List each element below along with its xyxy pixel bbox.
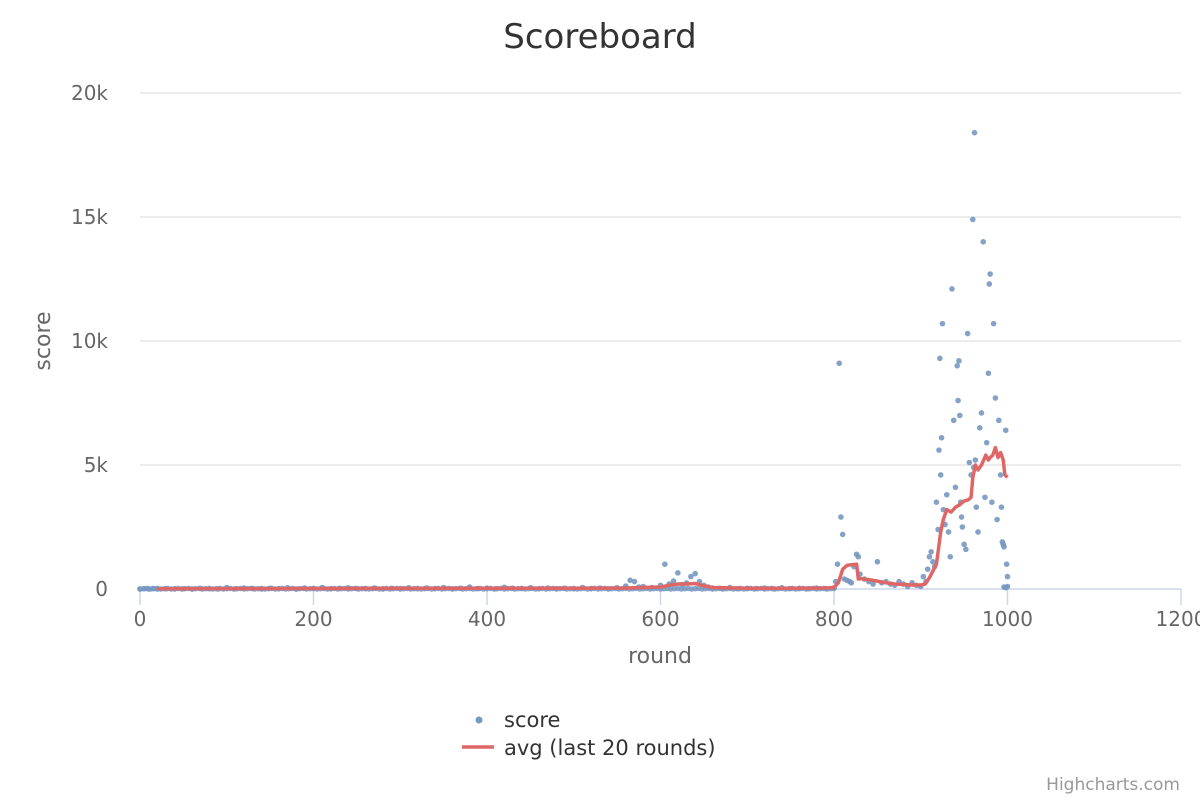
- score-point[interactable]: [937, 472, 944, 478]
- score-point[interactable]: [1002, 427, 1009, 434]
- x-tick-label: 400: [468, 607, 506, 631]
- score-point[interactable]: [950, 417, 957, 424]
- score-point[interactable]: [836, 360, 843, 367]
- avg-series-line: [157, 445, 1009, 591]
- score-point[interactable]: [839, 531, 846, 538]
- score-point[interactable]: [987, 271, 993, 277]
- score-point[interactable]: [670, 578, 677, 584]
- score-point[interactable]: [692, 570, 698, 577]
- x-tick-label: 200: [294, 607, 332, 631]
- legend-item-avg[interactable]: avg (last 20 rounds): [462, 736, 716, 760]
- score-point[interactable]: [986, 281, 993, 287]
- score-point[interactable]: [938, 434, 945, 441]
- score-point[interactable]: [996, 417, 1002, 424]
- score-point[interactable]: [937, 355, 943, 362]
- score-point[interactable]: [924, 566, 931, 572]
- score-point[interactable]: [973, 504, 980, 510]
- y-tick-label: 5k: [84, 453, 109, 477]
- score-point[interactable]: [1004, 573, 1011, 580]
- score-point[interactable]: [994, 516, 1000, 523]
- x-tick-label: 1000: [982, 607, 1033, 631]
- score-point[interactable]: [947, 553, 954, 560]
- score-point[interactable]: [992, 395, 999, 401]
- legend-score-label: score: [504, 708, 560, 732]
- score-point[interactable]: [945, 529, 952, 535]
- score-point[interactable]: [971, 129, 978, 136]
- score-point[interactable]: [985, 370, 992, 377]
- score-point[interactable]: [1001, 544, 1007, 550]
- y-axis-title: score: [31, 311, 56, 370]
- score-point[interactable]: [627, 577, 633, 584]
- legend-avg-label: avg (last 20 rounds): [504, 736, 716, 760]
- legend: score avg (last 20 rounds): [462, 708, 716, 760]
- score-point[interactable]: [631, 578, 638, 585]
- score-point[interactable]: [933, 499, 940, 506]
- score-point[interactable]: [972, 457, 979, 463]
- score-point[interactable]: [662, 561, 668, 567]
- score-point[interactable]: [688, 573, 694, 580]
- x-tick-label: 600: [641, 607, 679, 631]
- score-point[interactable]: [982, 494, 988, 501]
- score-point[interactable]: [959, 524, 966, 530]
- y-tick-label: 10k: [71, 329, 108, 353]
- score-point[interactable]: [855, 553, 862, 560]
- score-point[interactable]: [920, 573, 927, 580]
- score-point[interactable]: [1003, 561, 1010, 567]
- score-point[interactable]: [980, 239, 987, 245]
- chart-title: Scoreboard: [503, 17, 696, 57]
- score-point[interactable]: [958, 514, 965, 520]
- legend-score-marker: [475, 716, 483, 724]
- y-tick-label: 15k: [71, 205, 108, 229]
- x-axis-ticks: 0 200 400 600 800 1000 1200: [134, 589, 1200, 631]
- score-point[interactable]: [1001, 584, 1007, 590]
- score-point[interactable]: [998, 504, 1005, 510]
- score-point[interactable]: [955, 397, 961, 404]
- x-tick-label: 1200: [1156, 607, 1200, 631]
- score-point[interactable]: [964, 330, 971, 337]
- score-point[interactable]: [848, 580, 855, 586]
- credits-link[interactable]: Highcharts.com: [1046, 775, 1180, 795]
- y-axis-ticks: 0 5k 10k 15k 20k: [71, 81, 108, 601]
- score-point[interactable]: [961, 541, 967, 548]
- x-axis-title: round: [628, 644, 692, 669]
- score-point[interactable]: [928, 549, 934, 555]
- score-point[interactable]: [943, 491, 950, 498]
- score-point[interactable]: [989, 499, 995, 506]
- y-tick-label: 0: [95, 577, 108, 601]
- score-point[interactable]: [926, 553, 933, 560]
- score-point[interactable]: [930, 558, 936, 565]
- x-tick-label: 0: [134, 607, 147, 631]
- score-point[interactable]: [976, 425, 983, 431]
- score-point[interactable]: [834, 561, 841, 567]
- score-point[interactable]: [983, 439, 990, 446]
- x-tick-label: 800: [815, 607, 853, 631]
- score-point[interactable]: [963, 546, 969, 553]
- score-point[interactable]: [956, 358, 962, 364]
- score-point[interactable]: [675, 570, 681, 576]
- legend-item-score[interactable]: score: [475, 708, 561, 732]
- score-point[interactable]: [870, 581, 876, 587]
- score-point[interactable]: [990, 320, 997, 327]
- score-point[interactable]: [952, 484, 959, 491]
- score-point[interactable]: [956, 412, 963, 419]
- score-point[interactable]: [936, 447, 942, 453]
- score-point[interactable]: [954, 363, 960, 369]
- score-point[interactable]: [874, 558, 881, 565]
- score-series: [137, 129, 1011, 592]
- score-point[interactable]: [970, 216, 976, 223]
- score-point[interactable]: [838, 514, 844, 520]
- score-point[interactable]: [978, 410, 985, 416]
- score-point[interactable]: [939, 320, 946, 327]
- score-point[interactable]: [975, 529, 981, 535]
- score-point[interactable]: [949, 286, 955, 292]
- score-point[interactable]: [997, 472, 1004, 478]
- y-tick-label: 20k: [71, 81, 108, 105]
- score-point[interactable]: [966, 459, 973, 466]
- grid-lines: [140, 92, 1181, 466]
